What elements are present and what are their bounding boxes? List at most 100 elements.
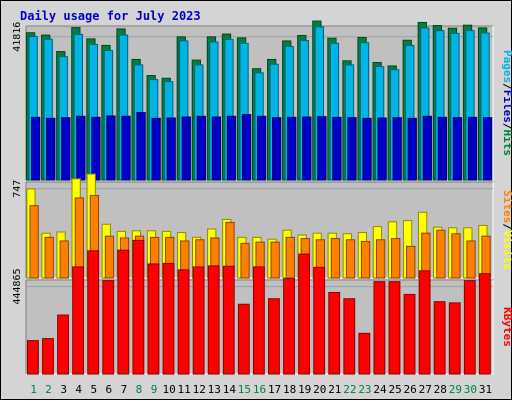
x-tick-label-day-29: 29 — [449, 383, 462, 396]
bar-kbytes-day-10 — [162, 262, 175, 375]
x-tick-label-day-7: 7 — [121, 383, 128, 396]
bar-kbytes-day-12 — [192, 266, 205, 375]
bar-pages-day-16 — [256, 115, 267, 181]
x-tick-label-day-18: 18 — [283, 383, 296, 396]
bar-pages-day-19 — [302, 116, 312, 181]
x-tick-label-day-14: 14 — [223, 383, 237, 396]
bar-sites-day-21 — [330, 238, 341, 279]
bar-sites-day-2 — [44, 236, 54, 279]
bar-kbytes-day-24 — [373, 281, 386, 375]
bar-pages-day-5 — [91, 116, 101, 181]
bar-kbytes-day-15 — [237, 303, 250, 375]
bar-sites-day-4 — [74, 197, 84, 279]
bar-sites-day-15 — [240, 242, 250, 279]
bar-pages-day-10 — [166, 117, 176, 181]
x-tick-label-day-15: 15 — [238, 383, 251, 396]
bar-kbytes-day-26 — [403, 293, 416, 375]
bar-pages-day-25 — [392, 117, 402, 181]
bar-pages-day-29 — [452, 117, 463, 181]
legend-entry-hits: Hits — [501, 130, 512, 157]
legend-entry-sites: Sites — [501, 190, 512, 223]
x-tick-label-day-13: 13 — [208, 383, 221, 396]
bar-sites-day-28 — [436, 229, 446, 279]
bar-pages-day-15 — [241, 114, 252, 181]
legend-entry-separator: / — [501, 223, 512, 230]
bar-pages-day-26 — [407, 117, 417, 181]
bar-pages-day-9 — [151, 117, 161, 181]
bar-pages-day-24 — [377, 117, 387, 181]
bar-kbytes-day-11 — [177, 269, 190, 375]
x-tick-label-day-25: 25 — [388, 383, 401, 396]
legend-entry-pages: Pages — [501, 50, 512, 83]
bar-kbytes-day-3 — [57, 314, 69, 375]
bar-kbytes-day-25 — [388, 281, 401, 375]
x-tick-label-day-22: 22 — [343, 383, 356, 396]
bar-pages-day-28 — [437, 116, 448, 181]
panel-hits-files-pages-legend: Pages/Files/Hits — [501, 50, 512, 156]
bar-kbytes-day-16 — [252, 266, 265, 375]
bar-kbytes-day-30 — [463, 280, 476, 375]
x-tick-label-day-12: 12 — [193, 383, 206, 396]
bar-pages-day-30 — [467, 116, 478, 181]
bar-pages-day-20 — [317, 116, 327, 181]
bar-kbytes-day-22 — [343, 298, 356, 375]
bar-sites-day-29 — [451, 233, 461, 279]
bar-kbytes-day-9 — [147, 263, 160, 375]
bar-kbytes-day-21 — [328, 291, 341, 375]
bar-kbytes-day-18 — [283, 278, 295, 375]
bar-sites-day-6 — [104, 235, 115, 279]
panel-visits-sites-ymax-label: 747 — [12, 180, 23, 198]
bar-sites-day-22 — [345, 239, 356, 279]
x-tick-label-day-4: 4 — [75, 383, 82, 396]
bar-pages-day-23 — [362, 117, 372, 181]
bar-pages-day-13 — [211, 116, 222, 181]
bar-pages-day-7 — [121, 115, 131, 181]
bar-sites-day-18 — [285, 236, 295, 279]
bar-kbytes-day-29 — [448, 302, 461, 375]
x-tick-label-day-5: 5 — [90, 383, 97, 396]
legend-entry-visits: Visits — [501, 230, 512, 270]
legend-entry-separator: / — [501, 123, 512, 130]
bar-kbytes-day-1 — [27, 340, 39, 375]
bar-kbytes-day-13 — [207, 265, 220, 375]
bar-pages-day-11 — [181, 116, 191, 181]
panel-kbytes-legend: KBytes — [501, 307, 512, 347]
bar-pages-day-27 — [422, 115, 432, 181]
bar-sites-day-17 — [270, 241, 280, 279]
bar-pages-day-3 — [61, 117, 71, 181]
bar-kbytes-day-17 — [268, 298, 280, 375]
x-tick-label-day-19: 19 — [298, 383, 311, 396]
x-tick-label-day-10: 10 — [162, 383, 175, 396]
x-tick-label-day-21: 21 — [328, 383, 341, 396]
bar-kbytes-day-2 — [42, 338, 54, 375]
bar-pages-day-1 — [31, 116, 41, 181]
x-tick-label-day-11: 11 — [178, 383, 191, 396]
bar-kbytes-day-19 — [298, 253, 311, 375]
x-tick-label-day-8: 8 — [136, 383, 143, 396]
x-tick-label-day-27: 27 — [419, 383, 432, 396]
bar-sites-day-26 — [406, 245, 416, 279]
bar-kbytes-day-20 — [313, 266, 326, 375]
x-tick-label-day-2: 2 — [45, 383, 52, 396]
bar-sites-day-1 — [29, 205, 39, 279]
bar-kbytes-day-14 — [222, 265, 235, 375]
bar-kbytes-day-28 — [433, 301, 446, 375]
bar-kbytes-day-6 — [102, 280, 115, 375]
chart-title: Daily usage for July 2023 — [20, 9, 201, 23]
bar-kbytes-day-8 — [132, 239, 145, 375]
x-tick-label-day-9: 9 — [151, 383, 158, 396]
bar-pages-day-4 — [76, 115, 86, 181]
bar-sites-day-24 — [375, 239, 386, 279]
bar-sites-day-31 — [481, 235, 491, 279]
x-tick-label-day-17: 17 — [268, 383, 281, 396]
x-tick-label-day-24: 24 — [373, 383, 387, 396]
x-tick-label-day-26: 26 — [404, 383, 417, 396]
bar-kbytes-day-23 — [358, 332, 371, 375]
bar-pages-day-22 — [347, 117, 357, 181]
x-tick-label-day-6: 6 — [106, 383, 113, 396]
x-tick-label-day-16: 16 — [253, 383, 266, 396]
bar-pages-day-18 — [287, 116, 297, 181]
panel-kbytes-ymax-label: 444865 — [12, 269, 23, 305]
bar-pages-day-12 — [196, 115, 206, 181]
